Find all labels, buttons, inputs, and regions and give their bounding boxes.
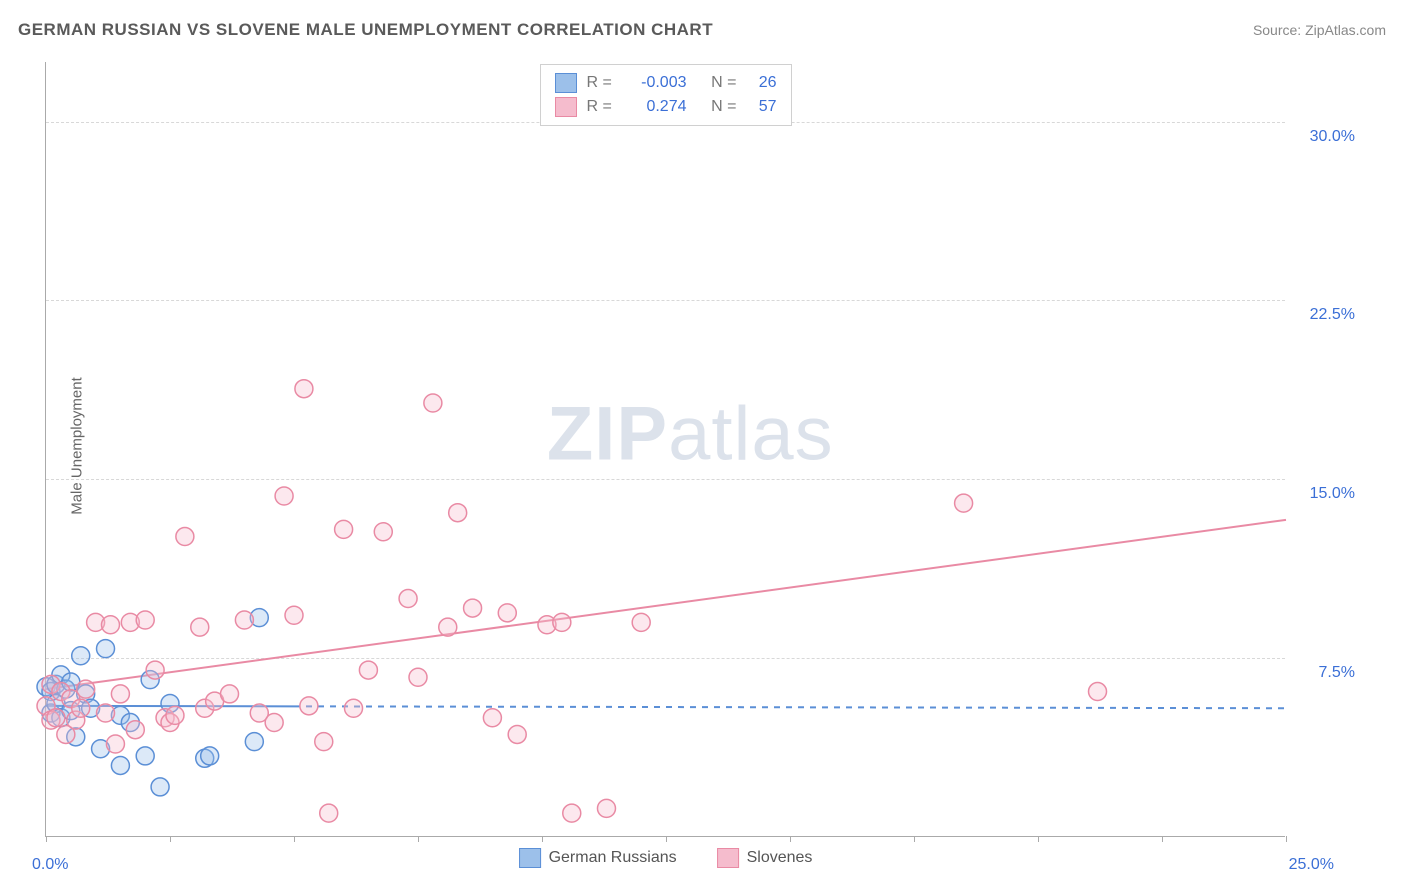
legend-item-german-russians: German Russians [519, 848, 677, 868]
x-tick [542, 836, 543, 842]
plot-area: ZIPatlas R = -0.003 N = 26 R = 0.274 N =… [45, 62, 1285, 837]
swatch-slovenes [555, 97, 577, 117]
chart-title: GERMAN RUSSIAN VS SLOVENE MALE UNEMPLOYM… [18, 20, 713, 40]
data-point [221, 685, 239, 703]
chart-container: GERMAN RUSSIAN VS SLOVENE MALE UNEMPLOYM… [0, 0, 1406, 892]
data-point [374, 523, 392, 541]
n-label: N = [697, 71, 737, 95]
legend-label: German Russians [549, 849, 677, 867]
data-point [483, 709, 501, 727]
data-point [632, 613, 650, 631]
data-point [439, 618, 457, 636]
r-value-german-russians: -0.003 [627, 71, 687, 95]
data-point [275, 487, 293, 505]
x-tick [1286, 836, 1287, 842]
n-value-german-russians: 26 [747, 71, 777, 95]
x-axis-origin-label: 0.0% [32, 856, 68, 874]
legend-row-slovenes: R = 0.274 N = 57 [555, 95, 777, 119]
data-point [359, 661, 377, 679]
correlation-legend: R = -0.003 N = 26 R = 0.274 N = 57 [540, 64, 792, 126]
data-point [300, 697, 318, 715]
series-legend: German Russians Slovenes [519, 848, 813, 868]
data-point [136, 747, 154, 765]
trend-line-dashed [294, 706, 1286, 708]
data-point [101, 616, 119, 634]
data-point [72, 699, 90, 717]
x-tick [170, 836, 171, 842]
data-point [464, 599, 482, 617]
legend-row-german-russians: R = -0.003 N = 26 [555, 71, 777, 95]
x-tick [666, 836, 667, 842]
data-point [315, 733, 333, 751]
x-tick [1038, 836, 1039, 842]
data-point [409, 668, 427, 686]
data-point [126, 721, 144, 739]
data-point [295, 380, 313, 398]
data-point [955, 494, 973, 512]
r-label: R = [587, 71, 617, 95]
data-point [111, 756, 129, 774]
data-point [245, 733, 263, 751]
data-point [285, 606, 303, 624]
swatch-german-russians [519, 848, 541, 868]
data-point [235, 611, 253, 629]
n-label: N = [697, 95, 737, 119]
data-point [498, 604, 516, 622]
data-point [597, 799, 615, 817]
x-tick [790, 836, 791, 842]
x-tick [46, 836, 47, 842]
data-point [106, 735, 124, 753]
data-point [166, 706, 184, 724]
data-point [97, 640, 115, 658]
data-point [265, 714, 283, 732]
data-point [201, 747, 219, 765]
data-point [111, 685, 129, 703]
data-point [424, 394, 442, 412]
x-tick [1162, 836, 1163, 842]
data-point [136, 611, 154, 629]
data-point [320, 804, 338, 822]
plot-svg [46, 62, 1285, 836]
r-value-slovenes: 0.274 [627, 95, 687, 119]
legend-label: Slovenes [747, 849, 813, 867]
source-attribution: Source: ZipAtlas.com [1253, 22, 1386, 38]
data-point [146, 661, 164, 679]
trend-line [46, 520, 1286, 689]
y-tick-label: 7.5% [1319, 664, 1355, 682]
data-point [72, 647, 90, 665]
data-point [399, 590, 417, 608]
data-point [345, 699, 363, 717]
data-point [335, 520, 353, 538]
data-point [77, 680, 95, 698]
y-tick-label: 30.0% [1310, 128, 1355, 146]
data-point [508, 725, 526, 743]
data-point [563, 804, 581, 822]
swatch-german-russians [555, 73, 577, 93]
swatch-slovenes [717, 848, 739, 868]
data-point [553, 613, 571, 631]
y-tick-label: 22.5% [1310, 306, 1355, 324]
data-point [449, 504, 467, 522]
data-point [97, 704, 115, 722]
data-point [151, 778, 169, 796]
x-tick [294, 836, 295, 842]
x-axis-max-label: 25.0% [1289, 856, 1334, 874]
legend-item-slovenes: Slovenes [717, 848, 813, 868]
data-point [191, 618, 209, 636]
data-point [47, 709, 65, 727]
data-point [176, 528, 194, 546]
r-label: R = [587, 95, 617, 119]
n-value-slovenes: 57 [747, 95, 777, 119]
data-point [1089, 683, 1107, 701]
y-tick-label: 15.0% [1310, 485, 1355, 503]
x-tick [418, 836, 419, 842]
x-tick [914, 836, 915, 842]
